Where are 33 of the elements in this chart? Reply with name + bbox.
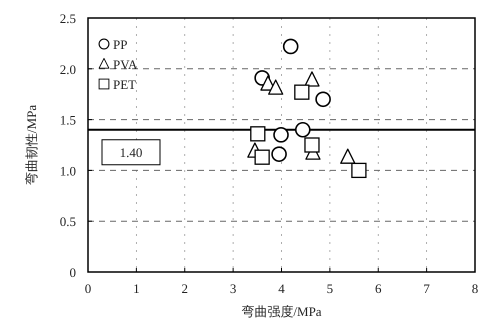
x-tick-label: 7 [423, 281, 430, 296]
x-tick-label: 6 [375, 281, 382, 296]
y-tick-label: 0 [70, 265, 76, 280]
x-tick-label: 0 [84, 281, 92, 296]
y-tick-label: 2.0 [60, 62, 76, 77]
point [351, 162, 367, 178]
point [304, 137, 320, 153]
x-tick-label: 8 [472, 281, 478, 296]
point [294, 122, 311, 138]
y-tick-label: 1.5 [60, 112, 76, 128]
x-tick-label: 4 [278, 281, 286, 296]
x-tick-label: 3 [230, 281, 236, 296]
x-tick-label: 2 [182, 281, 188, 296]
x-axis-title: 弯曲强度/MPa [241, 304, 322, 319]
legend-label: PET [113, 77, 136, 92]
point [268, 79, 284, 95]
point [271, 146, 287, 162]
point [250, 126, 266, 142]
y-tick-label: 0.5 [60, 214, 76, 230]
ref-line-label: 1.40 [120, 144, 142, 160]
y-tick-label: 1.0 [60, 163, 76, 178]
y-tick-label: 2.5 [60, 11, 76, 26]
x-tick-label: 1 [133, 281, 140, 296]
point [315, 91, 331, 108]
legend-label: PVA [113, 57, 138, 72]
point [340, 148, 356, 164]
point [273, 127, 289, 143]
point [254, 150, 270, 165]
point [294, 84, 310, 100]
point [282, 38, 298, 54]
legend-label: PP [113, 37, 128, 52]
y-axis-title: 弯曲韧性/MPa [24, 104, 39, 186]
x-tick-label: 5 [326, 281, 334, 296]
